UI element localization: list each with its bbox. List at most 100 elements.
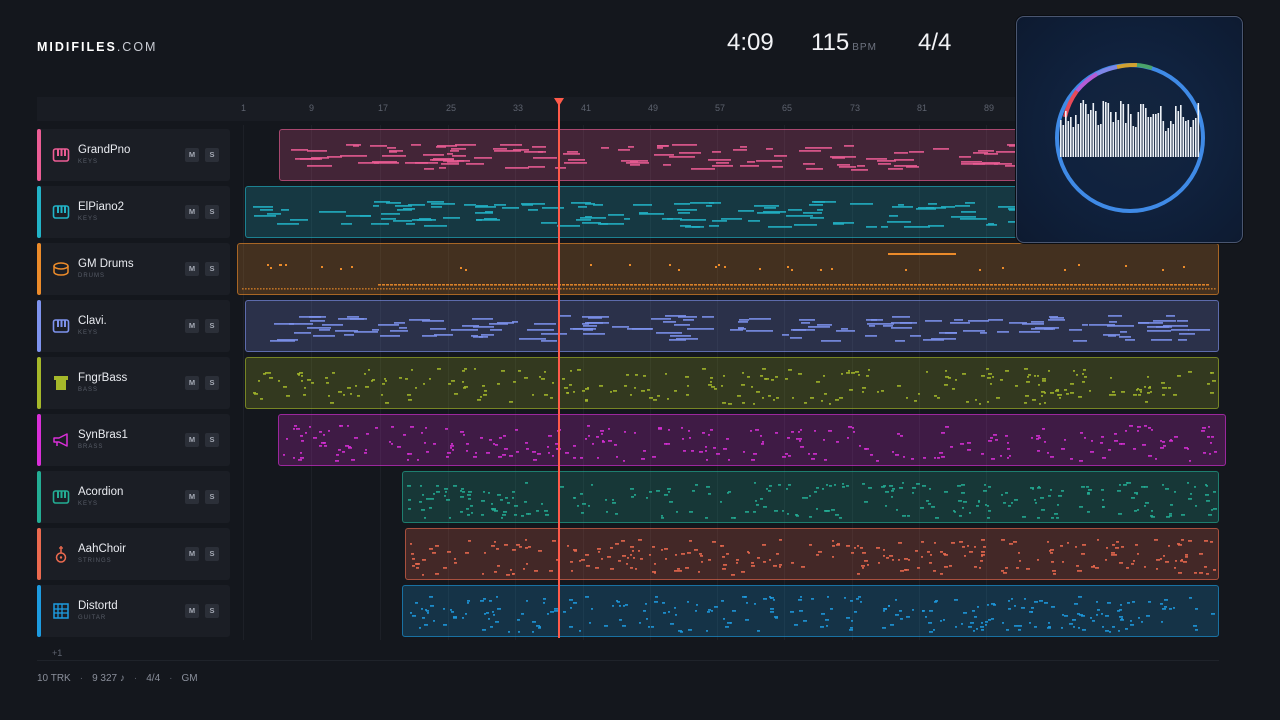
track-header[interactable]: AahChoir STRINGS M S bbox=[37, 528, 230, 580]
guitar-icon bbox=[52, 545, 70, 563]
track-color-stripe bbox=[37, 129, 41, 181]
track-color-stripe bbox=[37, 585, 41, 637]
mute-button[interactable]: M bbox=[185, 547, 199, 561]
track-header[interactable]: FngrBass BASS M S bbox=[37, 357, 230, 409]
track-count: 10 TRK bbox=[37, 673, 71, 684]
footer-time-signature: 4/4 bbox=[146, 673, 161, 684]
track-color-stripe bbox=[37, 528, 41, 580]
track-category: KEYS bbox=[78, 501, 99, 507]
bar-grid-line bbox=[784, 125, 785, 640]
track-category: KEYS bbox=[78, 159, 99, 165]
visualizer-graphic bbox=[1055, 62, 1205, 213]
clip-notes bbox=[410, 596, 1215, 633]
bar-grid-line bbox=[448, 125, 449, 640]
midi-clip[interactable] bbox=[405, 528, 1219, 580]
midi-standard: GM bbox=[181, 673, 198, 684]
status-bar: 10 TRK · 9 327 ♪ · 4/4 · GM bbox=[37, 673, 198, 684]
fretboard-icon bbox=[52, 602, 70, 620]
mute-button[interactable]: M bbox=[185, 376, 199, 390]
bar-grid-line bbox=[243, 125, 244, 640]
clip-notes bbox=[410, 539, 1216, 576]
solo-button[interactable]: S bbox=[205, 490, 219, 504]
track-category: BASS bbox=[78, 387, 99, 393]
solo-button[interactable]: S bbox=[205, 262, 219, 276]
track-header[interactable]: GM Drums DRUMS M S bbox=[37, 243, 230, 295]
piano-icon bbox=[52, 317, 70, 335]
drum-icon bbox=[52, 260, 70, 278]
ruler-bar-label: 9 bbox=[309, 103, 315, 113]
track-category: KEYS bbox=[78, 330, 99, 336]
track-color-stripe bbox=[37, 300, 41, 352]
piano-icon bbox=[52, 146, 70, 164]
track-name: SynBras1 bbox=[78, 429, 128, 441]
track-header[interactable]: Acordion KEYS M S bbox=[37, 471, 230, 523]
solo-button[interactable]: S bbox=[205, 547, 219, 561]
track-category: DRUMS bbox=[78, 273, 105, 279]
track-header[interactable]: ElPiano2 KEYS M S bbox=[37, 186, 230, 238]
track-name: FngrBass bbox=[78, 372, 128, 384]
solo-button[interactable]: S bbox=[205, 604, 219, 618]
bar-grid-line bbox=[583, 125, 584, 640]
song-duration: 4:09 bbox=[727, 29, 774, 56]
ruler-bar-label: 49 bbox=[648, 103, 659, 113]
track-color-stripe bbox=[37, 357, 41, 409]
midi-clip[interactable] bbox=[237, 243, 1219, 295]
ruler-bar-label: 89 bbox=[984, 103, 995, 113]
track-category: BRASS bbox=[78, 444, 104, 450]
solo-button[interactable]: S bbox=[205, 433, 219, 447]
playhead-handle[interactable] bbox=[554, 98, 564, 106]
ruler-bar-label: 17 bbox=[378, 103, 389, 113]
bar-grid-line bbox=[717, 125, 718, 640]
track-name: ElPiano2 bbox=[78, 201, 125, 213]
clip-notes bbox=[270, 315, 1210, 342]
track-color-stripe bbox=[37, 243, 41, 295]
track-header[interactable]: Distortd GUITAR M S bbox=[37, 585, 230, 637]
bar-grid-line bbox=[919, 125, 920, 640]
time-signature: 4/4 bbox=[918, 29, 952, 56]
track-category: KEYS bbox=[78, 216, 99, 222]
midi-clip[interactable] bbox=[402, 471, 1219, 523]
ruler-bar-label: 33 bbox=[513, 103, 524, 113]
mute-button[interactable]: M bbox=[185, 604, 199, 618]
solo-button[interactable]: S bbox=[205, 205, 219, 219]
logo: MIDIFILES.COM bbox=[37, 40, 158, 54]
track-header[interactable]: GrandPno KEYS M S bbox=[37, 129, 230, 181]
track-category: STRINGS bbox=[78, 558, 112, 564]
solo-button[interactable]: S bbox=[205, 148, 219, 162]
more-tracks-count[interactable]: +1 bbox=[52, 648, 63, 658]
midi-clip[interactable] bbox=[278, 414, 1226, 466]
midi-clip[interactable] bbox=[245, 357, 1219, 409]
track-color-stripe bbox=[37, 471, 41, 523]
clip-notes bbox=[283, 425, 1217, 462]
mute-button[interactable]: M bbox=[185, 205, 199, 219]
track-header[interactable]: SynBras1 BRASS M S bbox=[37, 414, 230, 466]
bar-grid-line bbox=[650, 125, 651, 640]
mute-button[interactable]: M bbox=[185, 262, 199, 276]
track-header[interactable]: Clavi. KEYS M S bbox=[37, 300, 230, 352]
midi-clip[interactable] bbox=[402, 585, 1219, 637]
clip-notes bbox=[407, 482, 1217, 519]
mute-button[interactable]: M bbox=[185, 433, 199, 447]
midi-clip[interactable] bbox=[245, 300, 1219, 352]
piano-icon bbox=[52, 203, 70, 221]
solo-button[interactable]: S bbox=[205, 319, 219, 333]
tempo-unit: BPM bbox=[852, 42, 877, 53]
tempo-display: 115 BPM bbox=[811, 29, 877, 57]
bar-grid-line bbox=[986, 125, 987, 640]
audio-visualizer bbox=[1016, 16, 1243, 243]
ruler-bar-label: 41 bbox=[581, 103, 592, 113]
mute-button[interactable]: M bbox=[185, 148, 199, 162]
bar-grid-line bbox=[380, 125, 381, 640]
track-color-stripe bbox=[37, 414, 41, 466]
track-name: GrandPno bbox=[78, 144, 131, 156]
track-name: AahChoir bbox=[78, 543, 126, 555]
playhead bbox=[558, 104, 560, 638]
track-name: GM Drums bbox=[78, 258, 134, 270]
ruler-bar-label: 81 bbox=[917, 103, 928, 113]
mute-button[interactable]: M bbox=[185, 319, 199, 333]
ruler-bar-label: 65 bbox=[782, 103, 793, 113]
clip-notes bbox=[242, 253, 1216, 290]
solo-button[interactable]: S bbox=[205, 376, 219, 390]
mute-button[interactable]: M bbox=[185, 490, 199, 504]
track-category: GUITAR bbox=[78, 615, 107, 621]
